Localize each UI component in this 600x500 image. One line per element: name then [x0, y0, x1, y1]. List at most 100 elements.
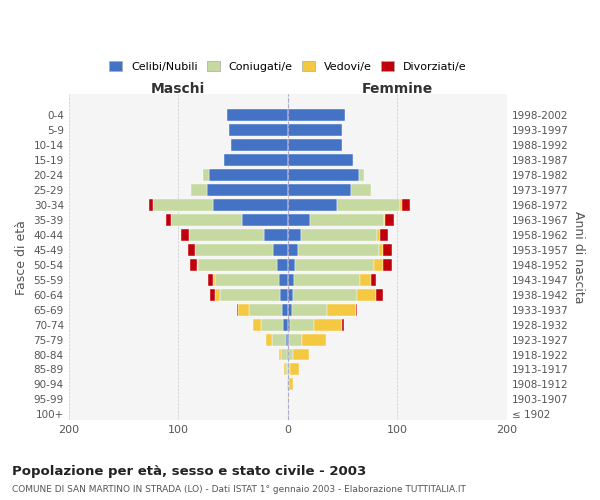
Y-axis label: Anni di nascita: Anni di nascita — [572, 211, 585, 304]
Bar — [383, 244, 392, 256]
Bar — [293, 348, 308, 360]
Bar — [281, 348, 287, 360]
Bar — [287, 154, 353, 166]
Bar — [203, 169, 209, 181]
Bar — [383, 259, 392, 271]
Bar — [170, 214, 242, 226]
Bar — [356, 288, 376, 300]
Bar — [277, 259, 287, 271]
Bar — [208, 274, 213, 285]
Bar — [274, 244, 287, 256]
Bar — [287, 364, 290, 376]
Bar — [284, 364, 286, 376]
Bar — [287, 274, 294, 285]
Bar — [314, 318, 343, 330]
Bar — [287, 184, 351, 196]
Bar — [310, 214, 384, 226]
Bar — [191, 184, 206, 196]
Bar — [287, 304, 292, 316]
Bar — [209, 169, 287, 181]
Bar — [294, 274, 360, 285]
Bar — [287, 139, 343, 151]
Bar — [280, 288, 287, 300]
Bar — [272, 334, 286, 345]
Text: Femmine: Femmine — [362, 82, 433, 96]
Bar — [149, 199, 153, 211]
Bar — [289, 334, 302, 345]
Bar — [231, 139, 287, 151]
Bar — [283, 318, 287, 330]
Legend: Celibi/Nubili, Coniugati/e, Vedovi/e, Divorziati/e: Celibi/Nubili, Coniugati/e, Vedovi/e, Di… — [106, 58, 470, 75]
Bar — [301, 229, 377, 241]
Bar — [213, 199, 287, 211]
Bar — [292, 304, 327, 316]
Bar — [282, 304, 287, 316]
Bar — [384, 214, 385, 226]
Bar — [287, 334, 289, 345]
Bar — [290, 318, 314, 330]
Bar — [279, 274, 287, 285]
Bar — [210, 288, 215, 300]
Bar — [302, 334, 326, 345]
Bar — [298, 244, 379, 256]
Bar — [360, 274, 371, 285]
Bar — [287, 110, 344, 122]
Bar — [385, 214, 394, 226]
Bar — [279, 348, 281, 360]
Bar — [287, 199, 337, 211]
Bar — [289, 378, 293, 390]
Bar — [290, 364, 299, 376]
Bar — [343, 318, 344, 330]
Bar — [337, 199, 400, 211]
Bar — [197, 259, 198, 271]
Bar — [287, 244, 298, 256]
Bar — [153, 199, 213, 211]
Bar — [262, 318, 283, 330]
Bar — [287, 318, 290, 330]
Y-axis label: Fasce di età: Fasce di età — [15, 220, 28, 295]
Bar — [400, 199, 401, 211]
Bar — [227, 110, 287, 122]
Bar — [213, 274, 215, 285]
Bar — [189, 229, 263, 241]
Bar — [287, 288, 293, 300]
Bar — [220, 288, 280, 300]
Bar — [287, 124, 343, 136]
Bar — [266, 334, 272, 345]
Text: Popolazione per età, sesso e stato civile - 2003: Popolazione per età, sesso e stato civil… — [12, 465, 366, 478]
Bar — [181, 229, 189, 241]
Bar — [229, 124, 287, 136]
Bar — [190, 259, 197, 271]
Bar — [293, 288, 356, 300]
Bar — [374, 259, 383, 271]
Bar — [253, 318, 262, 330]
Bar — [327, 304, 356, 316]
Bar — [224, 154, 287, 166]
Bar — [401, 199, 410, 211]
Bar — [287, 169, 359, 181]
Text: COMUNE DI SAN MARTINO IN STRADA (LO) - Dati ISTAT 1° gennaio 2003 - Elaborazione: COMUNE DI SAN MARTINO IN STRADA (LO) - D… — [12, 485, 466, 494]
Bar — [242, 214, 287, 226]
Bar — [359, 169, 364, 181]
Bar — [379, 244, 383, 256]
Bar — [376, 288, 383, 300]
Bar — [380, 229, 388, 241]
Bar — [287, 394, 289, 406]
Bar — [198, 259, 277, 271]
Bar — [351, 184, 371, 196]
Bar — [166, 214, 170, 226]
Bar — [215, 288, 220, 300]
Bar — [371, 274, 376, 285]
Bar — [188, 244, 194, 256]
Bar — [287, 229, 301, 241]
Bar — [287, 259, 295, 271]
Bar — [377, 229, 380, 241]
Bar — [215, 274, 279, 285]
Bar — [287, 378, 289, 390]
Bar — [287, 348, 293, 360]
Bar — [238, 304, 250, 316]
Bar — [206, 184, 287, 196]
Bar — [286, 334, 287, 345]
Bar — [194, 244, 274, 256]
Bar — [250, 304, 282, 316]
